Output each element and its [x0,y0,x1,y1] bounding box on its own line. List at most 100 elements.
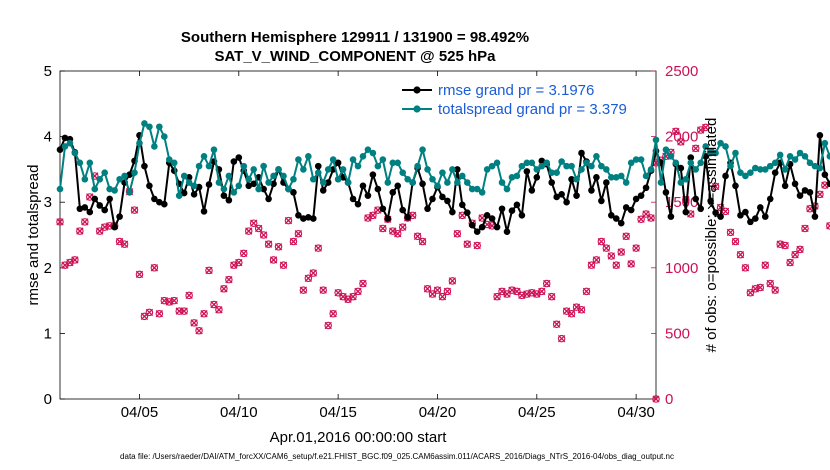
x-tick-label: 04/20 [419,404,457,421]
obs-assimilated-marker [627,260,635,268]
rmse-point [374,185,382,193]
totalspread-point [161,133,168,140]
totalspread-point [210,146,218,154]
totalspread-point [180,172,188,180]
obs-assimilated-marker [592,256,601,264]
rmse-point [384,215,392,222]
totalspread-point [568,162,575,170]
rmse-point [61,134,69,142]
y-tick-label: 0 [44,391,52,408]
obs-assimilated-marker [617,248,625,256]
totalspread-point [404,175,411,183]
obs-possible-marker [542,279,551,288]
obs-assimilated-marker [801,224,809,233]
obs-assimilated-marker [294,230,303,238]
totalspread-point [627,159,635,167]
obs-possible-marker [319,286,327,294]
y2-tick-label: 1000 [665,260,698,277]
totalspread-point [285,185,292,193]
rmse-point [608,212,615,219]
rmse-point [513,201,521,209]
totalspread-point [434,182,441,190]
rmse-point [334,159,342,167]
totalspread-point [399,169,407,176]
obs-assimilated-marker [652,395,660,403]
rmse-point [766,195,774,203]
obs-possible-marker [155,309,164,318]
totalspread-point [488,162,496,170]
rmse-point [424,205,431,213]
totalspread-point [647,166,655,173]
totalspread-point [449,166,456,173]
obs-assimilated-marker [319,286,327,294]
totalspread-point [280,172,287,180]
totalspread-point [200,152,208,160]
obs-possible-marker [264,240,273,248]
obs-possible-marker [567,309,576,318]
obs-possible-marker [448,277,457,285]
obs-possible-marker [701,123,710,132]
legend-spread-text: totalspread grand pr = 3.379 [438,101,627,118]
obs-possible-marker [463,240,472,248]
rmse-point [558,191,565,198]
rmse-point [86,208,94,216]
totalspread-point [707,149,714,157]
totalspread-point [498,179,506,186]
obs-assimilated-marker [314,244,322,252]
obs-assimilated-marker [76,227,84,235]
legend-rmse-marker [413,86,421,94]
totalspread-point [255,185,262,193]
obs-assimilated-marker [195,327,203,335]
totalspread-point [260,162,267,170]
rmse-point [722,172,729,180]
totalspread-point [752,164,759,172]
totalspread-point [369,149,377,157]
obs-possible-marker [225,275,233,284]
rmse-point [617,219,625,227]
obs-possible-marker [71,256,79,264]
totalspread-point [185,179,193,186]
rmse-point [444,197,451,205]
totalspread-point [116,175,123,183]
obs-possible-marker [354,287,362,296]
rmse-point [568,175,575,183]
totalspread-point [826,152,830,160]
rmse-point [622,204,630,211]
obs-assimilated-marker [329,310,337,318]
rmse-point [295,212,302,219]
obs-assimilated-marker [612,261,620,269]
obs-assimilated-marker [756,283,764,292]
obs-assimilated-marker [548,293,556,301]
rmse-point [488,215,496,222]
totalspread-point [56,185,64,193]
rmse-point [463,209,471,216]
totalspread-point [270,172,277,180]
totalspread-point [334,175,342,183]
obs-possible-marker [746,288,755,297]
totalspread-point [359,152,367,160]
obs-possible-marker [150,264,159,272]
totalspread-point [473,185,481,193]
totalspread-point [459,172,466,180]
totalspread-point [106,185,113,193]
rmse-point [91,195,99,203]
rmse-point [826,180,830,188]
obs-possible-marker [140,312,149,321]
totalspread-point [86,159,94,167]
totalspread-point [642,172,650,180]
rmse-point [379,205,387,213]
y-tick-label: 5 [44,63,52,80]
totalspread-point [230,189,238,196]
obs-assimilated-marker [215,306,223,314]
totalspread-point [493,159,501,167]
totalspread-point [76,159,84,167]
totalspread-point [121,172,128,180]
totalspread-point [766,162,774,170]
totalspread-point [190,182,198,190]
totalspread-point [96,175,104,183]
rmse-point [245,182,253,190]
obs-assimilated-marker [81,218,89,226]
totalspread-point [687,159,695,167]
rmse-point [106,195,113,203]
obs-possible-marker [200,309,208,318]
